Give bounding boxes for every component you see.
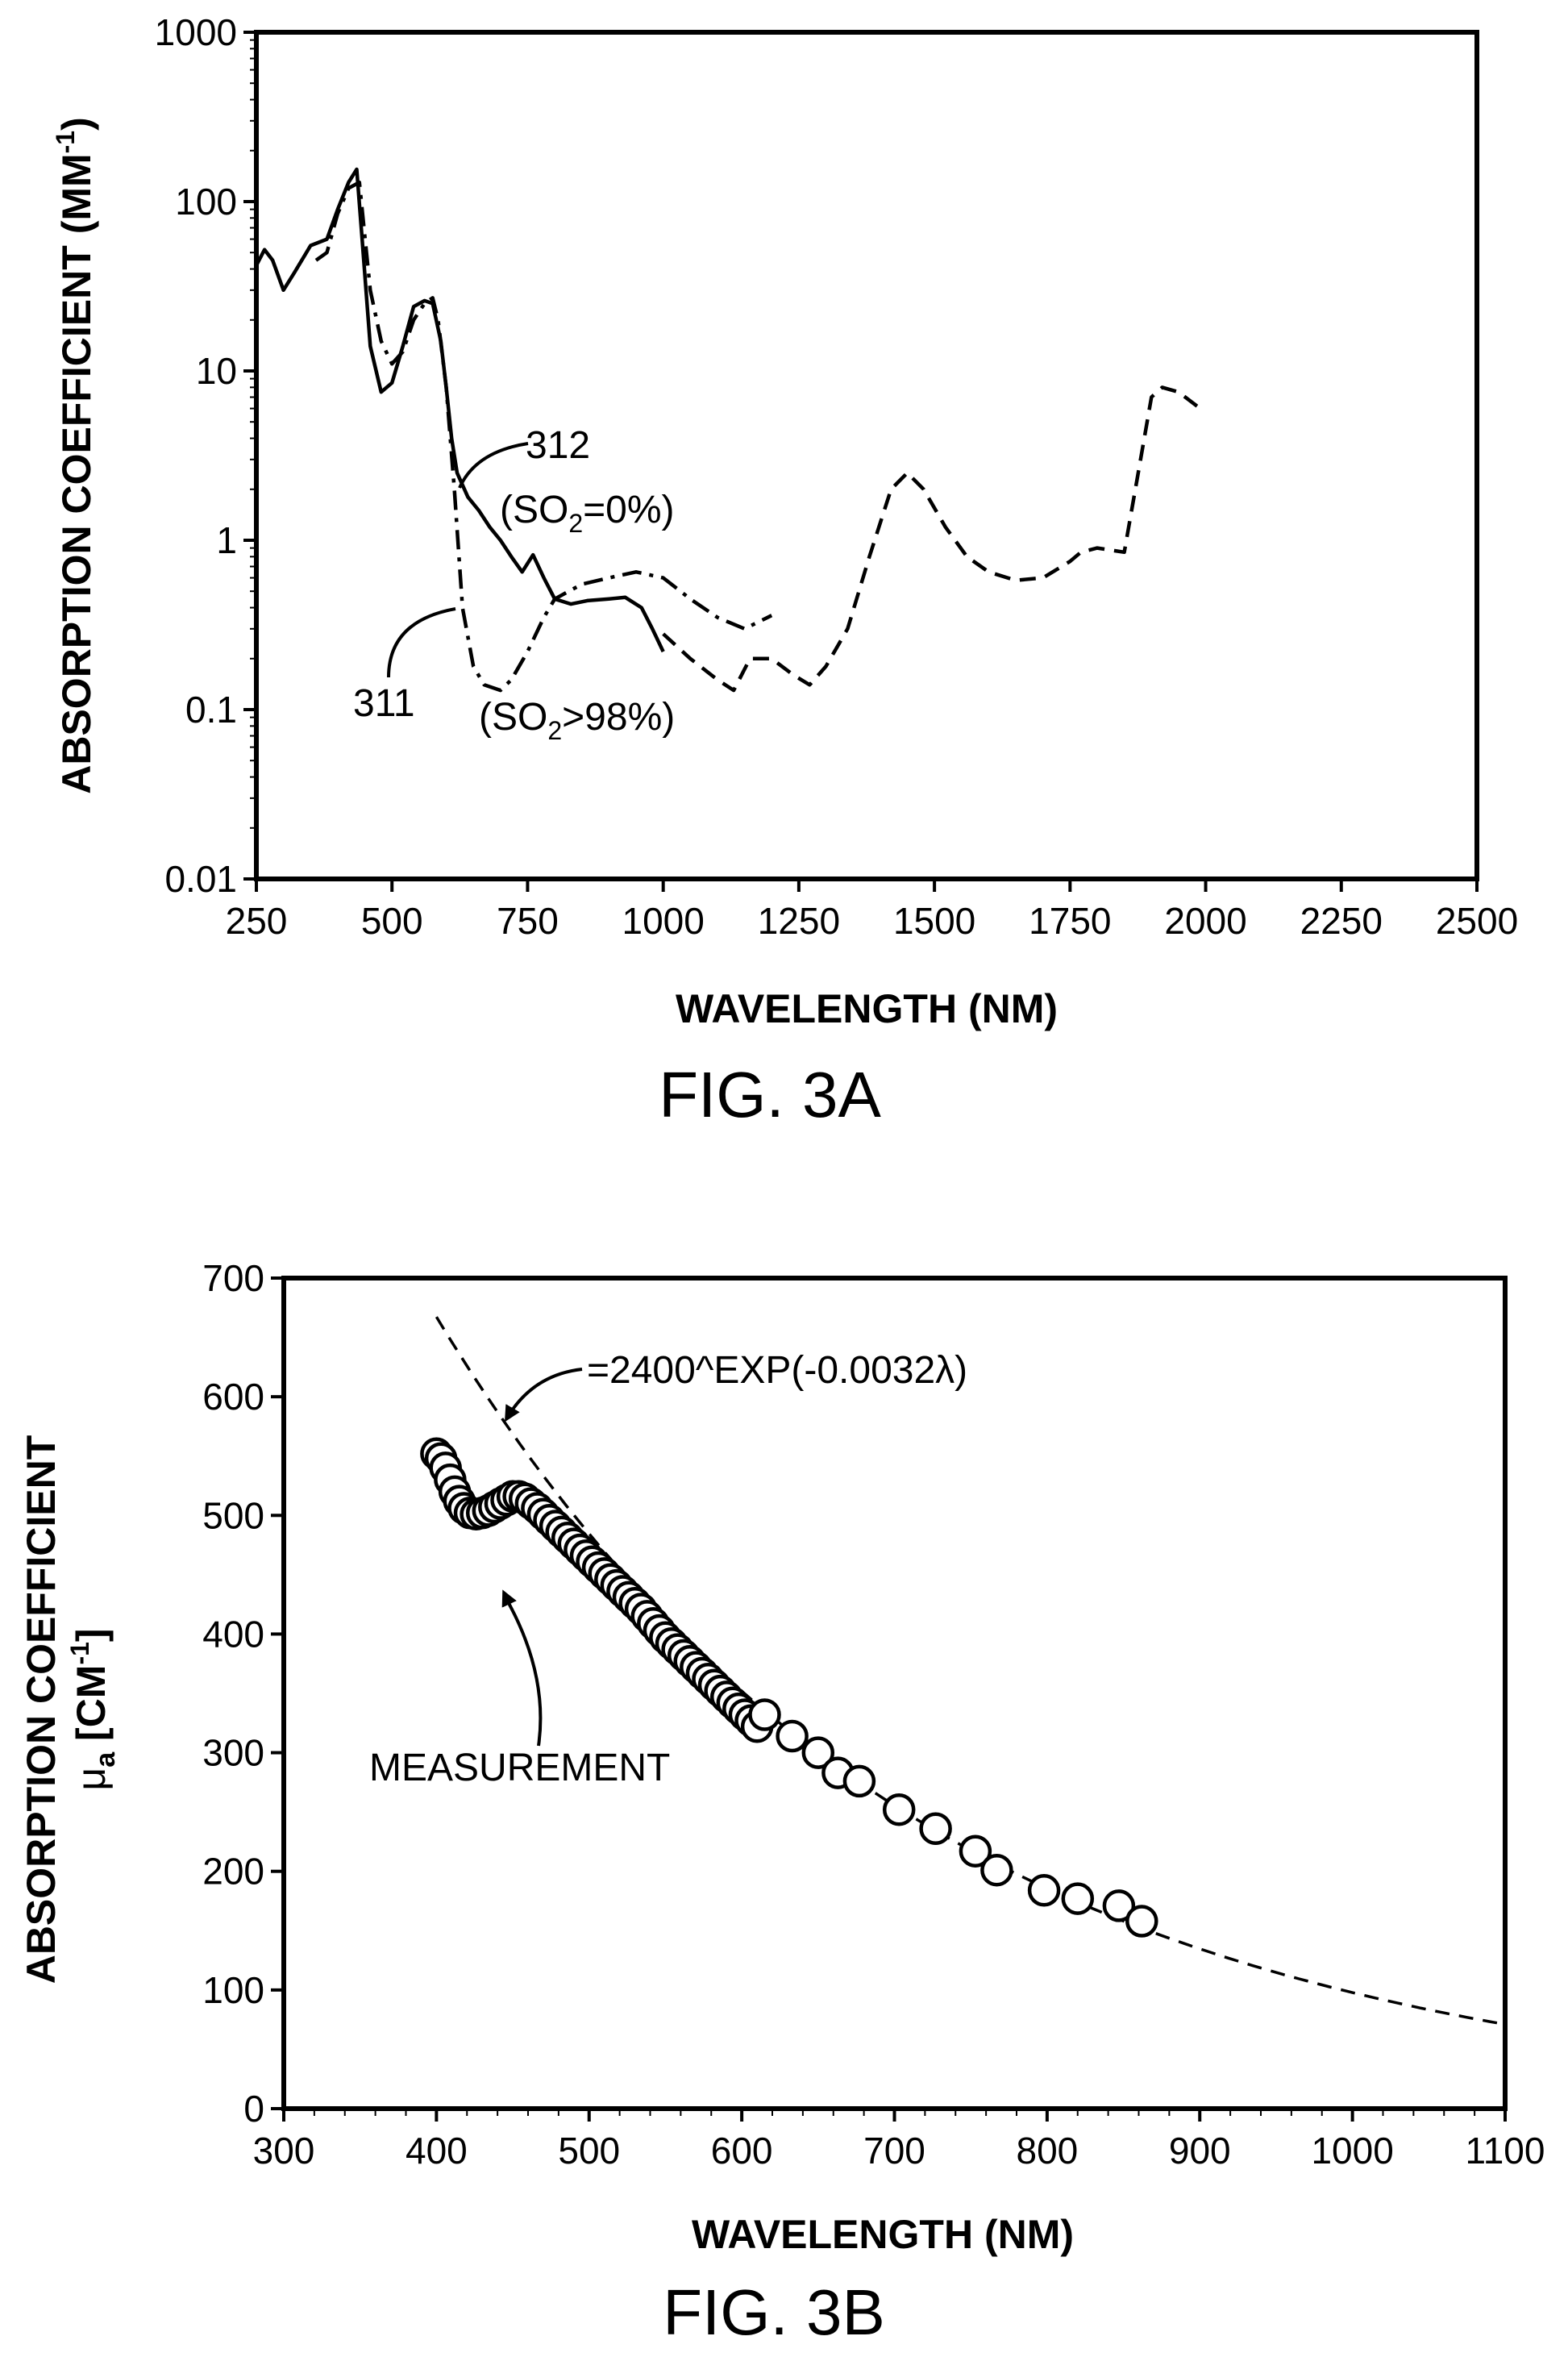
x-tick-label-3b: 900 bbox=[1169, 2130, 1231, 2172]
y-axis-title-3a-sup: -1 bbox=[51, 131, 80, 153]
x-tick-label-3a: 2500 bbox=[1436, 900, 1518, 942]
chart-3b: 300 400 500 600 700 800 900 1000 1100 0 100 200 300 4… bbox=[19, 1257, 1545, 2348]
leader-arrow-measurement bbox=[501, 1589, 543, 1747]
y-tick-label-3b: 500 bbox=[202, 1494, 264, 1536]
x-tick-label-3b: 700 bbox=[863, 2130, 925, 2172]
measurement-point bbox=[1061, 1882, 1095, 1915]
measurement-point bbox=[776, 1719, 809, 1753]
annotation-so2-98-pre: (SO bbox=[479, 696, 547, 739]
x-axis-title-3a: WAVELENGTH (NM) bbox=[676, 986, 1058, 1031]
annotation-measurement: MEASUREMENT bbox=[369, 1747, 670, 1789]
y-tick-label-3b: 600 bbox=[202, 1376, 264, 1418]
annotation-so2-98-sub: 2 bbox=[547, 716, 562, 745]
leader-arrow-fit bbox=[504, 1368, 583, 1422]
measurement-point bbox=[980, 1853, 1013, 1887]
x-tick-label-3a: 1500 bbox=[893, 900, 975, 942]
x-tick-label-3b: 1100 bbox=[1466, 2130, 1545, 2172]
measurement-point bbox=[1102, 1889, 1136, 1922]
y-axis-title-3b-unit-sup: -1 bbox=[65, 1642, 94, 1664]
y-axis-title-3b-line2: μa [CM-1] bbox=[65, 1628, 121, 1790]
mu-symbol: μ bbox=[69, 1768, 114, 1791]
axis-ticks-3a: 250 500 750 1000 1250 1500 1750 2000 2250 2500 0.0… bbox=[155, 11, 1519, 942]
y-tick-label-3a: 0.01 bbox=[164, 858, 237, 900]
x-tick-label-3a: 1750 bbox=[1029, 900, 1111, 942]
series-group-3b bbox=[420, 1316, 1506, 2026]
annotation-so2-0-post: =0%) bbox=[583, 489, 674, 531]
y-tick-label-3b: 200 bbox=[202, 1851, 264, 1893]
plot-frame-3a bbox=[254, 30, 1479, 881]
annotation-fit-equation: =2400^EXP(-0.0032λ) bbox=[587, 1349, 967, 1392]
y-axis-title-3a-main: ABSORPTION COEFFICIENT (MM bbox=[54, 153, 99, 793]
x-tick-label-3b: 600 bbox=[711, 2130, 773, 2172]
annotation-so2-98-post: >98%) bbox=[562, 696, 675, 739]
measurement-point bbox=[1125, 1905, 1158, 1938]
measurement-point bbox=[1027, 1874, 1061, 1907]
y-axis-title-3b-line1: ABSORPTION COEFFICIENT bbox=[19, 1435, 64, 1984]
y-tick-label-3a: 10 bbox=[196, 350, 237, 392]
y-tick-label-3a: 100 bbox=[175, 181, 237, 223]
leader-line-312 bbox=[458, 442, 529, 489]
y-axis-title-3a-close: ) bbox=[54, 117, 99, 131]
series-line-3a-1 bbox=[314, 180, 773, 693]
y-tick-label-3a: 1000 bbox=[155, 11, 237, 53]
y-tick-label-3b: 700 bbox=[202, 1257, 264, 1299]
x-tick-label-3a: 1250 bbox=[758, 900, 840, 942]
x-tick-label-3a: 250 bbox=[226, 900, 288, 942]
y-tick-label-3b: 100 bbox=[202, 1969, 264, 2011]
annotation-so2-0: (SO2=0%) bbox=[500, 489, 675, 538]
y-tick-label-3b: 400 bbox=[202, 1613, 264, 1655]
y-axis-title-3b-unit-close: ] bbox=[69, 1628, 114, 1642]
figure-caption-3a: FIG. 3A bbox=[659, 1059, 881, 1131]
x-tick-label-3a: 500 bbox=[361, 900, 423, 942]
x-tick-label-3b: 800 bbox=[1017, 2130, 1079, 2172]
annotation-ref-311: 311 bbox=[353, 682, 415, 725]
annotation-so2-0-pre: (SO bbox=[500, 489, 568, 531]
x-tick-label-3a: 2250 bbox=[1300, 900, 1383, 942]
measurement-point bbox=[748, 1698, 781, 1731]
axis-ticks-3b: 300 400 500 600 700 800 900 1000 1100 0 100 200 300 4… bbox=[202, 1257, 1545, 2172]
x-tick-label-3b: 300 bbox=[253, 2130, 315, 2172]
mu-subscript: a bbox=[90, 1751, 121, 1768]
measurement-point bbox=[882, 1793, 916, 1826]
figure-caption-3b: FIG. 3B bbox=[663, 2276, 885, 2348]
y-tick-label-3b: 0 bbox=[243, 2088, 264, 2130]
x-tick-label-3b: 1000 bbox=[1311, 2130, 1393, 2172]
y-tick-label-3a: 1 bbox=[216, 519, 237, 561]
y-tick-label-3b: 300 bbox=[202, 1732, 264, 1774]
leader-line-311 bbox=[387, 607, 456, 678]
measurement-point bbox=[959, 1834, 992, 1868]
measurement-point bbox=[842, 1764, 876, 1798]
annotation-so2-98: (SO2>98%) bbox=[479, 696, 675, 745]
fit-curve bbox=[435, 1316, 1506, 2026]
x-tick-label-3a: 750 bbox=[497, 900, 559, 942]
y-tick-label-3a: 0.1 bbox=[185, 689, 237, 731]
annotation-ref-312: 312 bbox=[526, 424, 590, 467]
x-tick-label-3b: 400 bbox=[406, 2130, 468, 2172]
x-axis-title-3b: WAVELENGTH (NM) bbox=[692, 2212, 1074, 2257]
x-tick-label-3b: 500 bbox=[558, 2130, 620, 2172]
measurement-point bbox=[919, 1812, 952, 1845]
y-axis-title-3b-unit: [CM bbox=[69, 1665, 114, 1752]
series-line-3a-2 bbox=[662, 385, 1202, 693]
y-axis-title-3a: ABSORPTION COEFFICIENT (MM-1) bbox=[51, 117, 99, 794]
x-tick-label-3a: 1000 bbox=[622, 900, 704, 942]
measurement-point bbox=[801, 1736, 835, 1769]
x-tick-label-3a: 2000 bbox=[1164, 900, 1246, 942]
annotation-so2-0-sub: 2 bbox=[568, 509, 583, 538]
chart-3a: 250 500 750 1000 1250 1500 1750 2000 2250 2500 0.0… bbox=[51, 11, 1518, 1131]
series-group-3a bbox=[255, 167, 1202, 693]
